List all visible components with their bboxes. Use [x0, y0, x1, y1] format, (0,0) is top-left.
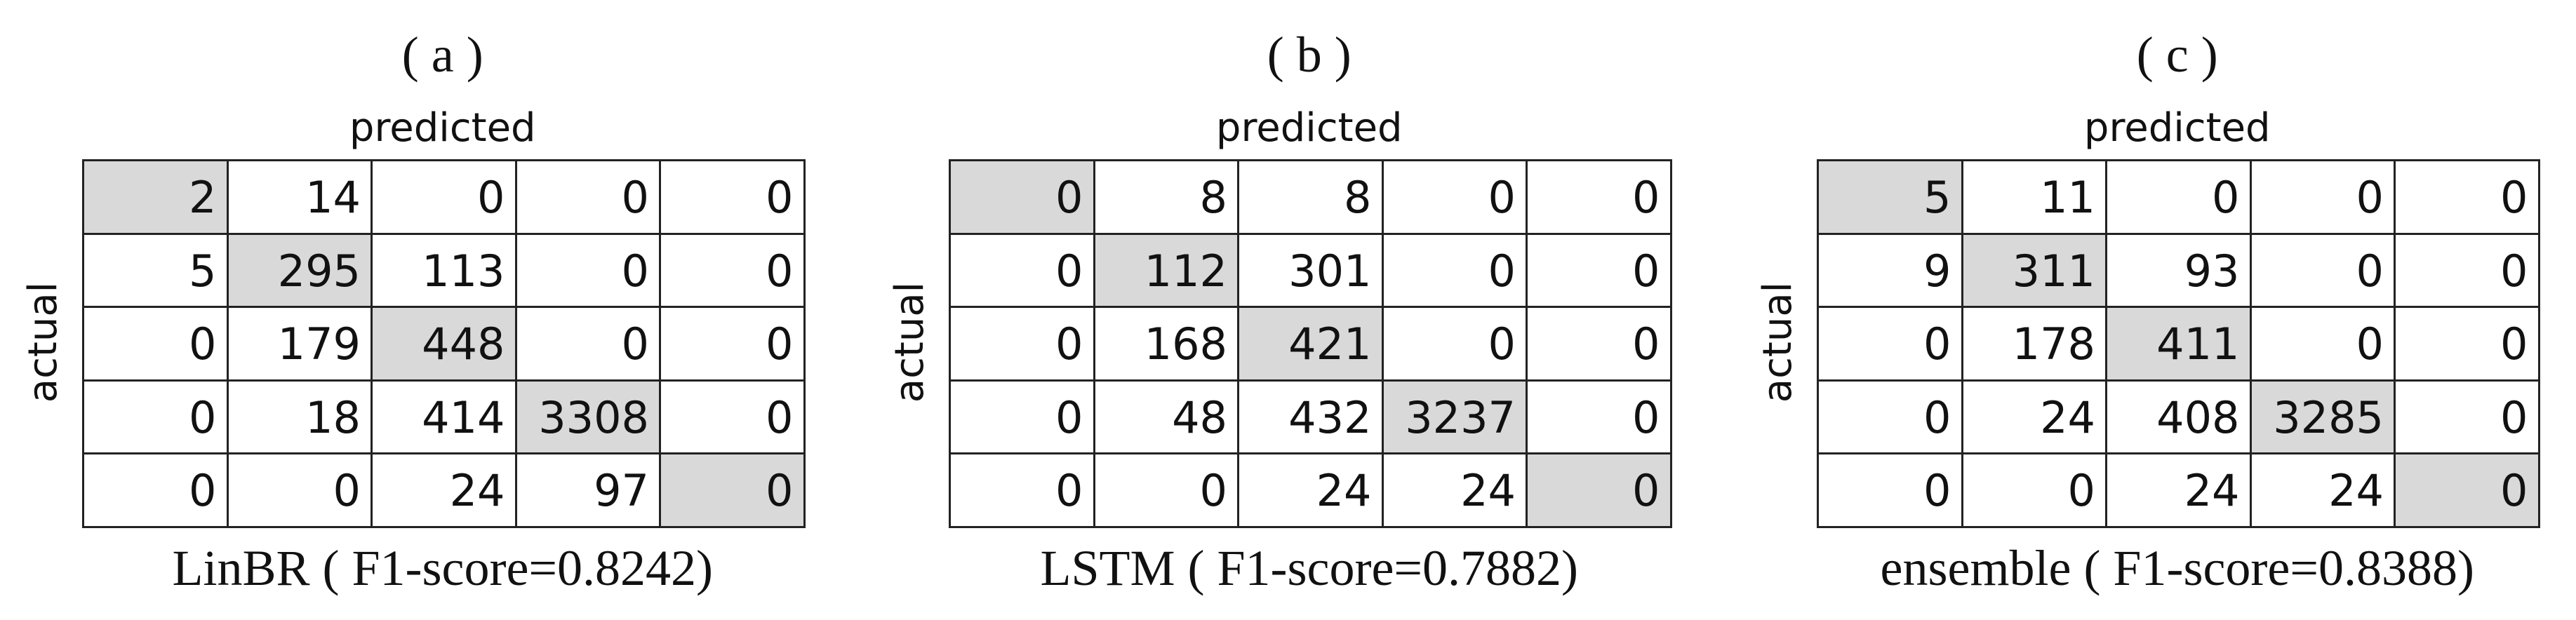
diagonal-cell: 5 [1817, 159, 1963, 235]
matrix-cell: 0 [949, 379, 1095, 454]
matrix-cell: 0 [1526, 306, 1672, 382]
matrix-cell: 113 [371, 232, 517, 308]
diagonal-cell: 3285 [2249, 379, 2396, 454]
matrix-cell: 8 [1093, 159, 1239, 235]
matrix-cell: 0 [659, 232, 806, 308]
matrix-cell: 0 [659, 379, 806, 454]
matrix-cell: 24 [2105, 452, 2252, 528]
panel-caption: ensemble ( F1-score=0.8388) [1880, 540, 2474, 596]
x-axis-label: predicted [2083, 105, 2271, 151]
diagonal-cell: 311 [1961, 232, 2107, 308]
diagonal-cell: 421 [1237, 306, 1384, 382]
matrix-cell: 0 [949, 452, 1095, 528]
panel-caption: LinBR ( F1-score=0.8242) [172, 540, 714, 596]
matrix-cell: 0 [1961, 452, 2107, 528]
diagonal-cell: 112 [1093, 232, 1239, 308]
matrix-cell: 0 [1817, 306, 1963, 382]
x-axis-label: predicted [349, 105, 536, 151]
y-axis-label: actual [887, 282, 933, 403]
matrix-cell: 0 [2105, 159, 2252, 235]
matrix-cell: 0 [514, 159, 661, 235]
matrix-cell: 24 [2249, 452, 2396, 528]
matrix-cell: 0 [949, 306, 1095, 382]
matrix-cell: 0 [659, 306, 806, 382]
matrix-cell: 93 [2105, 232, 2252, 308]
matrix-cell: 0 [2249, 306, 2396, 382]
matrix-cell: 0 [82, 379, 229, 454]
matrix-cell: 0 [949, 232, 1095, 308]
matrix-cell: 97 [514, 452, 661, 528]
matrix-cell: 0 [2249, 159, 2396, 235]
matrix-cell: 0 [1817, 452, 1963, 528]
matrix-cell: 0 [1526, 159, 1672, 235]
matrix-cell: 11 [1961, 159, 2107, 235]
diagonal-cell: 295 [226, 232, 373, 308]
matrix-cell: 24 [371, 452, 517, 528]
matrix-cell: 0 [1381, 306, 1528, 382]
matrix-cell: 301 [1237, 232, 1384, 308]
matrix-cell: 168 [1093, 306, 1239, 382]
panel-label: ( a ) [401, 27, 483, 83]
panel-caption: LSTM ( F1-score=0.7882) [1040, 540, 1578, 596]
panel-label: ( b ) [1267, 27, 1352, 83]
matrix-cell: 0 [1381, 159, 1528, 235]
diagonal-cell: 0 [1526, 452, 1672, 528]
diagonal-cell: 3308 [514, 379, 661, 454]
y-axis-label: actual [20, 282, 66, 403]
matrix-cell: 24 [1237, 452, 1384, 528]
diagonal-cell: 0 [2394, 452, 2540, 528]
matrix-cell: 0 [371, 159, 517, 235]
diagonal-cell: 448 [371, 306, 517, 382]
matrix-cell: 14 [226, 159, 373, 235]
x-axis-label: predicted [1215, 105, 1403, 151]
matrix-cell: 18 [226, 379, 373, 454]
matrix-cell: 0 [1817, 379, 1963, 454]
matrix-cell: 408 [2105, 379, 2252, 454]
diagonal-cell: 0 [949, 159, 1095, 235]
matrix-cell: 9 [1817, 232, 1963, 308]
matrix-cell: 24 [1961, 379, 2107, 454]
matrix-cell: 179 [226, 306, 373, 382]
matrix-cell: 0 [1526, 232, 1672, 308]
matrix-cell: 48 [1093, 379, 1239, 454]
matrix-cell: 0 [2394, 306, 2540, 382]
matrix-cell: 432 [1237, 379, 1384, 454]
matrix-cell: 5 [82, 232, 229, 308]
y-axis-label: actual [1755, 282, 1801, 403]
diagonal-cell: 2 [82, 159, 229, 235]
matrix-cell: 0 [2249, 232, 2396, 308]
matrix-cell: 0 [226, 452, 373, 528]
matrix-cell: 0 [82, 452, 229, 528]
diagonal-cell: 411 [2105, 306, 2252, 382]
panel-label: ( c ) [2136, 27, 2218, 83]
matrix-cell: 414 [371, 379, 517, 454]
matrix-cell: 0 [82, 306, 229, 382]
matrix-cell: 0 [1526, 379, 1672, 454]
diagonal-cell: 0 [659, 452, 806, 528]
matrix-cell: 178 [1961, 306, 2107, 382]
matrix-cell: 24 [1381, 452, 1528, 528]
matrix-cell: 0 [1093, 452, 1239, 528]
matrix-cell: 0 [2394, 379, 2540, 454]
matrix-cell: 0 [2394, 159, 2540, 235]
matrix-cell: 0 [1381, 232, 1528, 308]
matrix-cell: 0 [2394, 232, 2540, 308]
matrix-cell: 0 [514, 306, 661, 382]
diagonal-cell: 3237 [1381, 379, 1528, 454]
matrix-cell: 0 [514, 232, 661, 308]
matrix-cell: 8 [1237, 159, 1384, 235]
matrix-cell: 0 [659, 159, 806, 235]
